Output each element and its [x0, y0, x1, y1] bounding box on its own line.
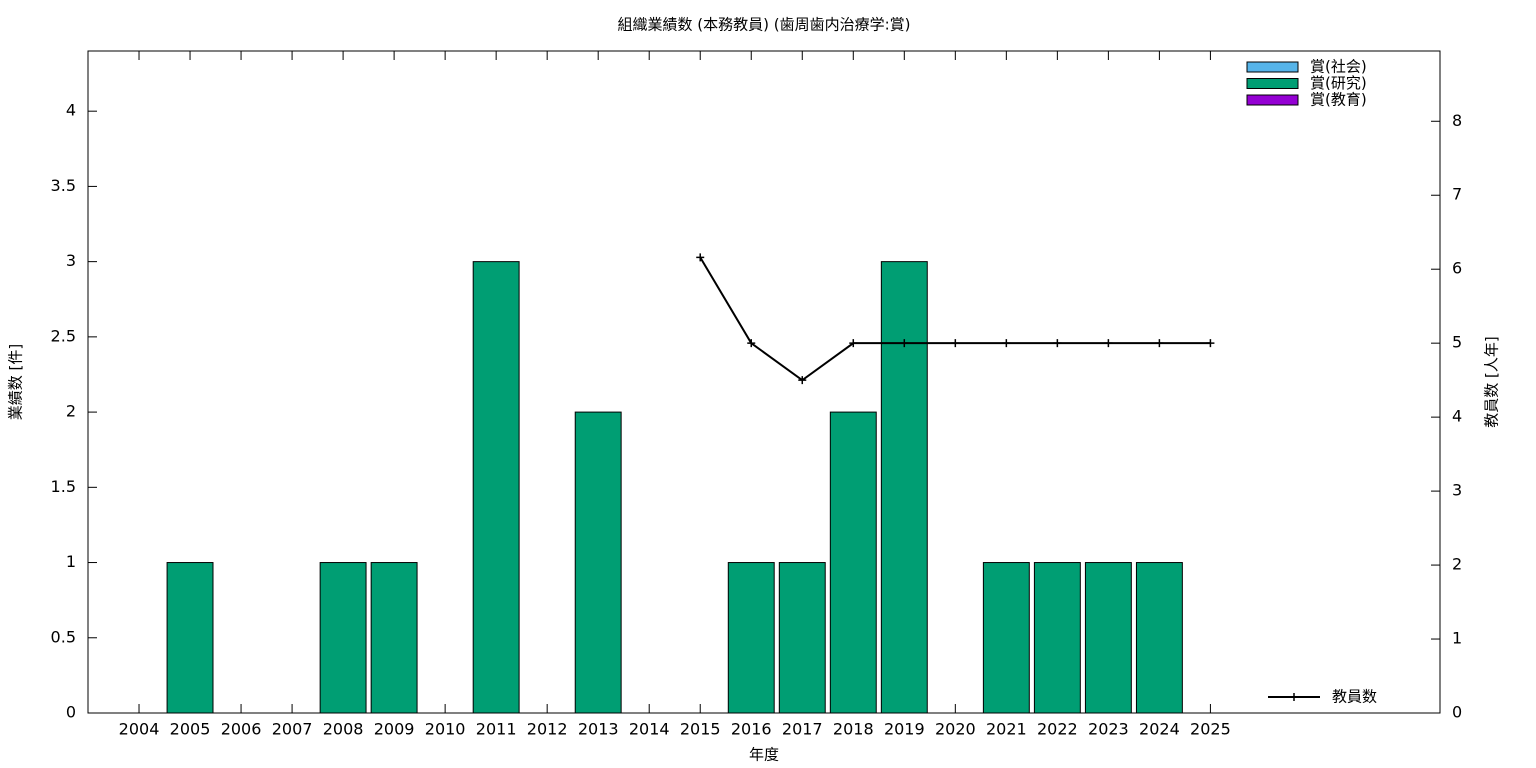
- x-tick-label: 2004: [119, 720, 160, 739]
- y2-axis-label: 教員数 [人年]: [1483, 336, 1501, 427]
- legend-swatch: [1246, 61, 1299, 73]
- bar: [1084, 562, 1132, 714]
- y-tick-label: 0.5: [51, 627, 76, 646]
- bar: [982, 562, 1030, 714]
- legend-label: 賞(教育): [1310, 91, 1367, 109]
- bar: [472, 261, 520, 714]
- plot-frame: [87, 50, 1441, 714]
- y2-tick-label: 1: [1452, 629, 1462, 648]
- x-tick-label: 2022: [1037, 720, 1078, 739]
- x-tick-label: 2006: [221, 720, 262, 739]
- bar: [1033, 562, 1081, 714]
- bar: [370, 562, 418, 714]
- y-tick-label: 1: [66, 552, 76, 571]
- y-tick-label: 4: [66, 101, 76, 120]
- x-tick-label: 2013: [578, 720, 619, 739]
- y-axis-label: 業績数 [件]: [7, 344, 25, 420]
- bar: [727, 562, 775, 714]
- y2-tick-label: 6: [1452, 259, 1462, 278]
- x-tick-label: 2005: [170, 720, 211, 739]
- line-point: [1155, 339, 1164, 348]
- x-tick-label: 2014: [629, 720, 670, 739]
- legend-label: 賞(研究): [1310, 74, 1367, 92]
- line-point: [1053, 339, 1062, 348]
- y2-tick-label: 3: [1452, 481, 1462, 500]
- y-tick-label: 3: [66, 251, 76, 270]
- bar: [880, 261, 928, 714]
- x-tick-label: 2023: [1088, 720, 1129, 739]
- legend-marker: [1290, 693, 1298, 701]
- y2-tick-label: 0: [1452, 703, 1462, 722]
- line-point: [849, 339, 858, 348]
- x-tick-label: 2015: [680, 720, 721, 739]
- line-point: [798, 376, 807, 385]
- x-tick-label: 2009: [374, 720, 415, 739]
- y2-tick-label: 2: [1452, 555, 1462, 574]
- bar: [1135, 562, 1183, 714]
- x-tick-label: 2020: [935, 720, 976, 739]
- y2-tick-label: 8: [1452, 111, 1462, 130]
- x-tick-label: 2019: [884, 720, 925, 739]
- line-point: [1206, 339, 1215, 348]
- x-tick-label: 2021: [986, 720, 1027, 739]
- y2-tick-label: 7: [1452, 185, 1462, 204]
- bar: [319, 562, 367, 714]
- bar: [574, 411, 622, 714]
- line-point: [951, 339, 960, 348]
- x-tick-label: 2024: [1139, 720, 1180, 739]
- line-point: [1104, 339, 1113, 348]
- x-axis-label: 年度: [749, 746, 779, 764]
- x-tick-label: 2010: [425, 720, 466, 739]
- y2-tick-label: 4: [1452, 407, 1462, 426]
- y-tick-label: 0: [66, 703, 76, 722]
- bar: [778, 562, 826, 714]
- x-tick-label: 2008: [323, 720, 364, 739]
- y-tick-label: 3.5: [51, 176, 76, 195]
- line-point: [900, 339, 909, 348]
- x-tick-label: 2012: [527, 720, 568, 739]
- x-tick-label: 2011: [476, 720, 517, 739]
- x-tick-label: 2018: [833, 720, 874, 739]
- x-tick-label: 2025: [1190, 720, 1231, 739]
- y-tick-label: 1.5: [51, 477, 76, 496]
- legend-swatch: [1246, 78, 1299, 89]
- y2-tick-label: 5: [1452, 333, 1462, 352]
- x-tick-label: 2007: [272, 720, 313, 739]
- bar: [829, 411, 877, 714]
- x-tick-label: 2017: [782, 720, 823, 739]
- legend-label: 教員数: [1332, 688, 1377, 706]
- legend-swatch: [1246, 94, 1299, 106]
- bar: [166, 562, 214, 714]
- y-tick-label: 2: [66, 402, 76, 421]
- line-point: [747, 339, 756, 348]
- legend-label: 賞(社会): [1310, 58, 1367, 76]
- chart-title: 組織業績数 (本務教員) (歯周歯内治療学:賞): [618, 16, 911, 34]
- line-point: [696, 253, 705, 262]
- line-point: [1002, 339, 1011, 348]
- y-tick-label: 2.5: [51, 326, 76, 345]
- x-tick-label: 2016: [731, 720, 772, 739]
